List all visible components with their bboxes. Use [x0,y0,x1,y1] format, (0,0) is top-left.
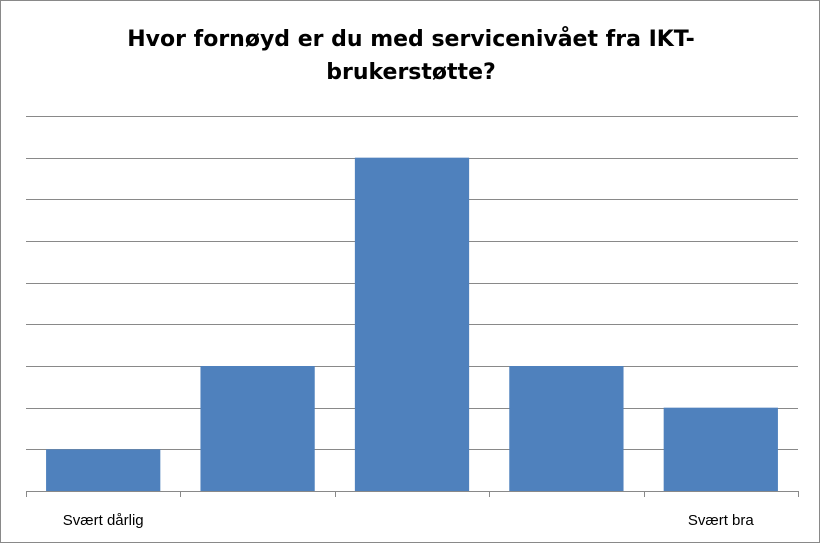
x-tick-label: Svært dårlig [63,512,144,529]
bar [663,407,778,491]
bar [200,366,315,491]
x-tick-labels: Svært dårlig Svært bra [63,512,755,529]
chart-title: Hvor fornøyd er du med servicenivået fra… [127,27,695,85]
bar [354,157,470,491]
bars [46,157,778,491]
bar [509,366,624,491]
x-axis [26,491,799,497]
bar [46,449,161,491]
x-tick-label: Svært bra [688,512,755,529]
